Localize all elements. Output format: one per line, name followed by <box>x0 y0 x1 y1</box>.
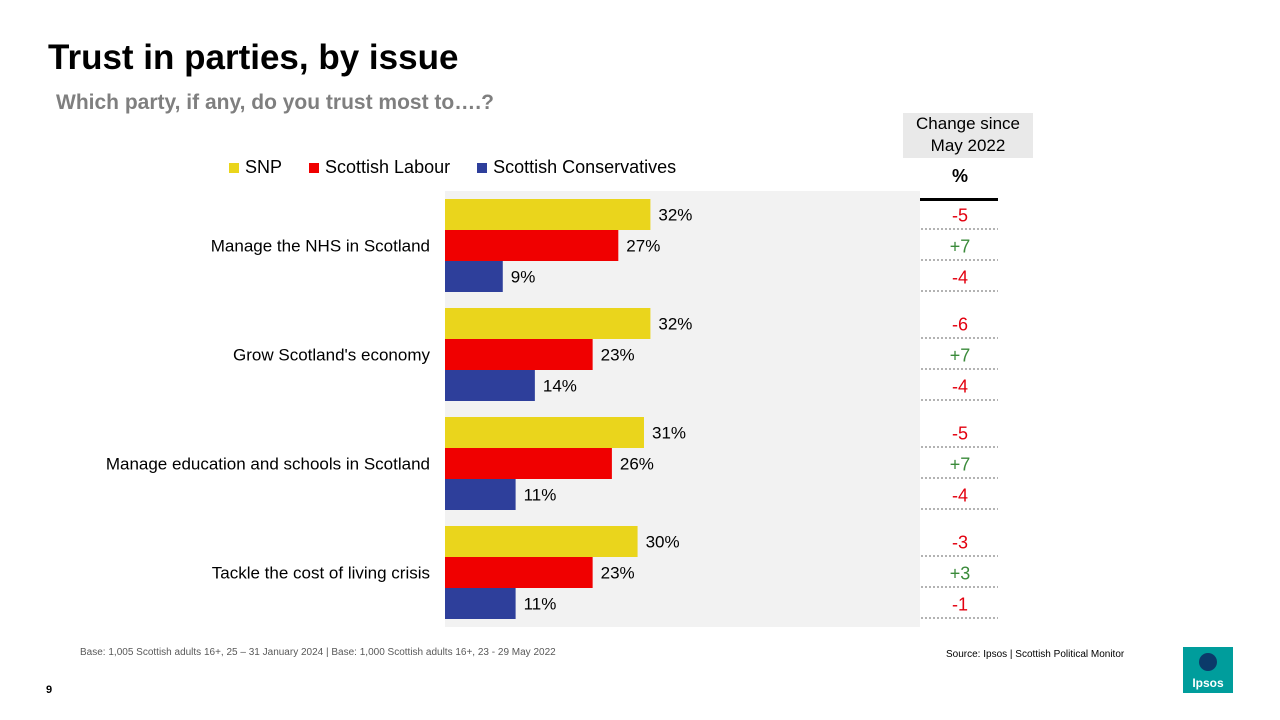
legend-swatch-labour <box>309 162 320 173</box>
legend-label-labour: Scottish Labour <box>325 157 451 177</box>
change-value: +7 <box>950 455 971 475</box>
category-label: Tackle the cost of living crisis <box>212 564 430 583</box>
ipsos-logo: Ipsos <box>1183 647 1233 693</box>
bar <box>445 557 593 588</box>
bar <box>445 588 516 619</box>
change-value: -6 <box>952 315 968 335</box>
data-label: 9% <box>511 268 536 287</box>
data-label: 31% <box>652 424 686 443</box>
category-label: Grow Scotland's economy <box>233 346 430 365</box>
slide-title: Trust in parties, by issue <box>48 38 459 77</box>
bar <box>445 448 612 479</box>
data-label: 27% <box>626 237 660 256</box>
data-label: 23% <box>601 346 635 365</box>
change-value: -3 <box>952 533 968 553</box>
data-label: 11% <box>524 486 557 505</box>
legend-label-conservatives: Scottish Conservatives <box>493 157 677 177</box>
category-label: Manage the NHS in Scotland <box>211 237 430 256</box>
bar <box>445 199 651 230</box>
page-number: 9 <box>46 684 53 696</box>
base-footnote: Base: 1,005 Scottish adults 16+, 25 – 31… <box>80 647 556 658</box>
legend-label-snp: SNP <box>245 157 283 177</box>
change-header-line1: Change since <box>916 114 1020 133</box>
change-panel-header: Change since May 2022 <box>903 113 1033 158</box>
change-unit-label: % <box>951 166 968 186</box>
data-label: 30% <box>646 533 680 552</box>
change-unit-rule <box>920 198 998 201</box>
bar <box>445 479 516 510</box>
bar <box>445 261 503 292</box>
bar <box>445 230 619 261</box>
change-value: -5 <box>952 206 968 226</box>
bar <box>445 339 593 370</box>
chart-legend: SNP Scottish Labour Scottish Conservativ… <box>229 157 676 178</box>
change-value: -4 <box>952 377 968 397</box>
change-value: -1 <box>952 595 968 615</box>
category-label: Manage education and schools in Scotland <box>106 455 430 474</box>
legend-item-labour: Scottish Labour <box>309 157 450 178</box>
change-value: +7 <box>950 237 971 257</box>
data-label: 23% <box>601 564 635 583</box>
data-label: 14% <box>543 377 577 396</box>
data-label: 32% <box>658 206 692 225</box>
data-label: 11% <box>524 595 557 614</box>
change-value: -4 <box>952 268 968 288</box>
ipsos-logo-mark <box>1199 653 1217 671</box>
change-value: -4 <box>952 486 968 506</box>
legend-item-conservatives: Scottish Conservatives <box>477 157 676 178</box>
legend-swatch-snp <box>229 162 239 173</box>
change-header-line2: May 2022 <box>930 136 1006 155</box>
legend-swatch-conservatives <box>477 162 488 173</box>
data-label: 32% <box>658 315 692 334</box>
bar <box>445 308 651 339</box>
bar <box>445 417 644 448</box>
slide-subtitle: Which party, if any, do you trust most t… <box>56 91 494 114</box>
legend-item-snp: SNP <box>229 157 282 178</box>
data-label: 26% <box>620 455 654 474</box>
change-value: +7 <box>950 346 971 366</box>
ipsos-logo-text: Ipsos <box>1192 676 1224 690</box>
bar <box>445 370 535 401</box>
source-note: Source: Ipsos | Scottish Political Monit… <box>946 649 1125 660</box>
change-value: +3 <box>950 564 971 584</box>
bar <box>445 526 638 557</box>
change-value: -5 <box>952 424 968 444</box>
